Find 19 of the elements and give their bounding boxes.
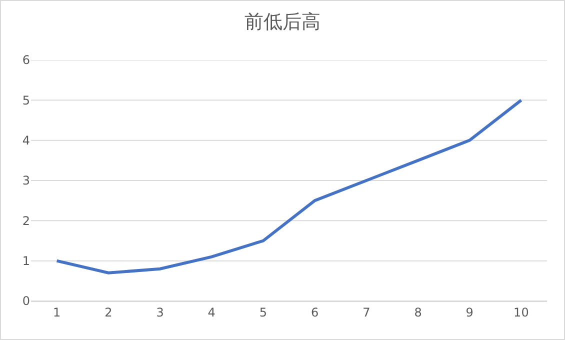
x-tick-label: 2 — [104, 305, 112, 320]
y-tick-label: 1 — [22, 254, 30, 268]
y-tick-label: 6 — [22, 53, 30, 68]
x-tick-label: 1 — [52, 305, 61, 320]
x-tick-label: 5 — [259, 305, 268, 320]
x-tick-label: 3 — [156, 305, 164, 320]
x-tick-label: 7 — [362, 305, 370, 320]
y-tick-label: 0 — [22, 294, 30, 308]
x-tick-label: 6 — [310, 305, 319, 320]
x-tick-label: 4 — [208, 305, 216, 320]
x-tick-label: 10 — [514, 305, 529, 320]
x-tick-label: 9 — [466, 305, 474, 320]
chart-title: 前低后高 — [244, 10, 320, 33]
y-tick-label: 4 — [22, 134, 30, 148]
y-tick-label: 3 — [22, 174, 30, 188]
line-series — [55, 98, 523, 274]
y-tick-label: 5 — [22, 93, 30, 108]
y-tick-label: 2 — [22, 214, 30, 228]
x-tick-label: 8 — [414, 305, 422, 320]
